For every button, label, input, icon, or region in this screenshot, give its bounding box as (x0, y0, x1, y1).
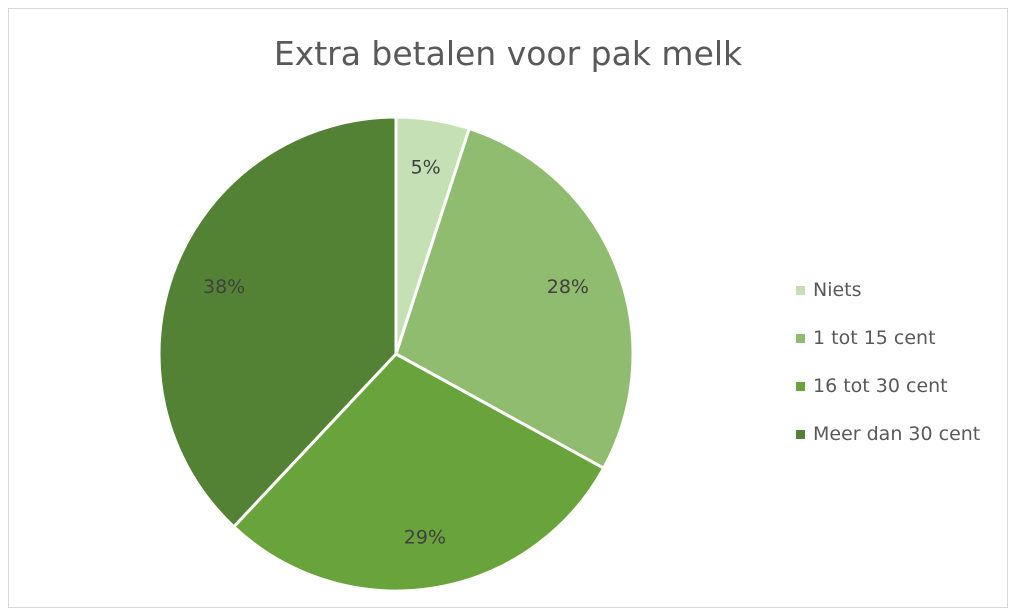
legend-swatch (796, 381, 805, 391)
data-label: 29% (404, 527, 446, 549)
legend-swatch (796, 333, 805, 343)
legend-label: Meer dan 30 cent (813, 423, 981, 445)
legend-label: Niets (813, 279, 862, 301)
pie-slice (394, 126, 635, 471)
data-label: 28% (547, 276, 589, 298)
legend-item: Niets (796, 266, 980, 314)
legend-label: 16 tot 30 cent (813, 375, 948, 397)
data-label: 5% (411, 157, 441, 179)
pie-slice (231, 352, 606, 593)
pie-slice (157, 115, 398, 529)
legend-label: 1 tot 15 cent (813, 327, 936, 349)
legend-swatch (796, 429, 805, 439)
data-label: 38% (203, 276, 245, 298)
legend-swatch (796, 285, 805, 295)
legend-item: 1 tot 15 cent (796, 314, 980, 362)
legend: Niets 1 tot 15 cent 16 tot 30 cent Meer dan… (796, 266, 980, 458)
legend-item: 16 tot 30 cent (796, 362, 980, 410)
chart-title: Extra betalen voor pak melk (273, 34, 743, 73)
legend-item: Meer dan 30 cent (796, 410, 980, 458)
